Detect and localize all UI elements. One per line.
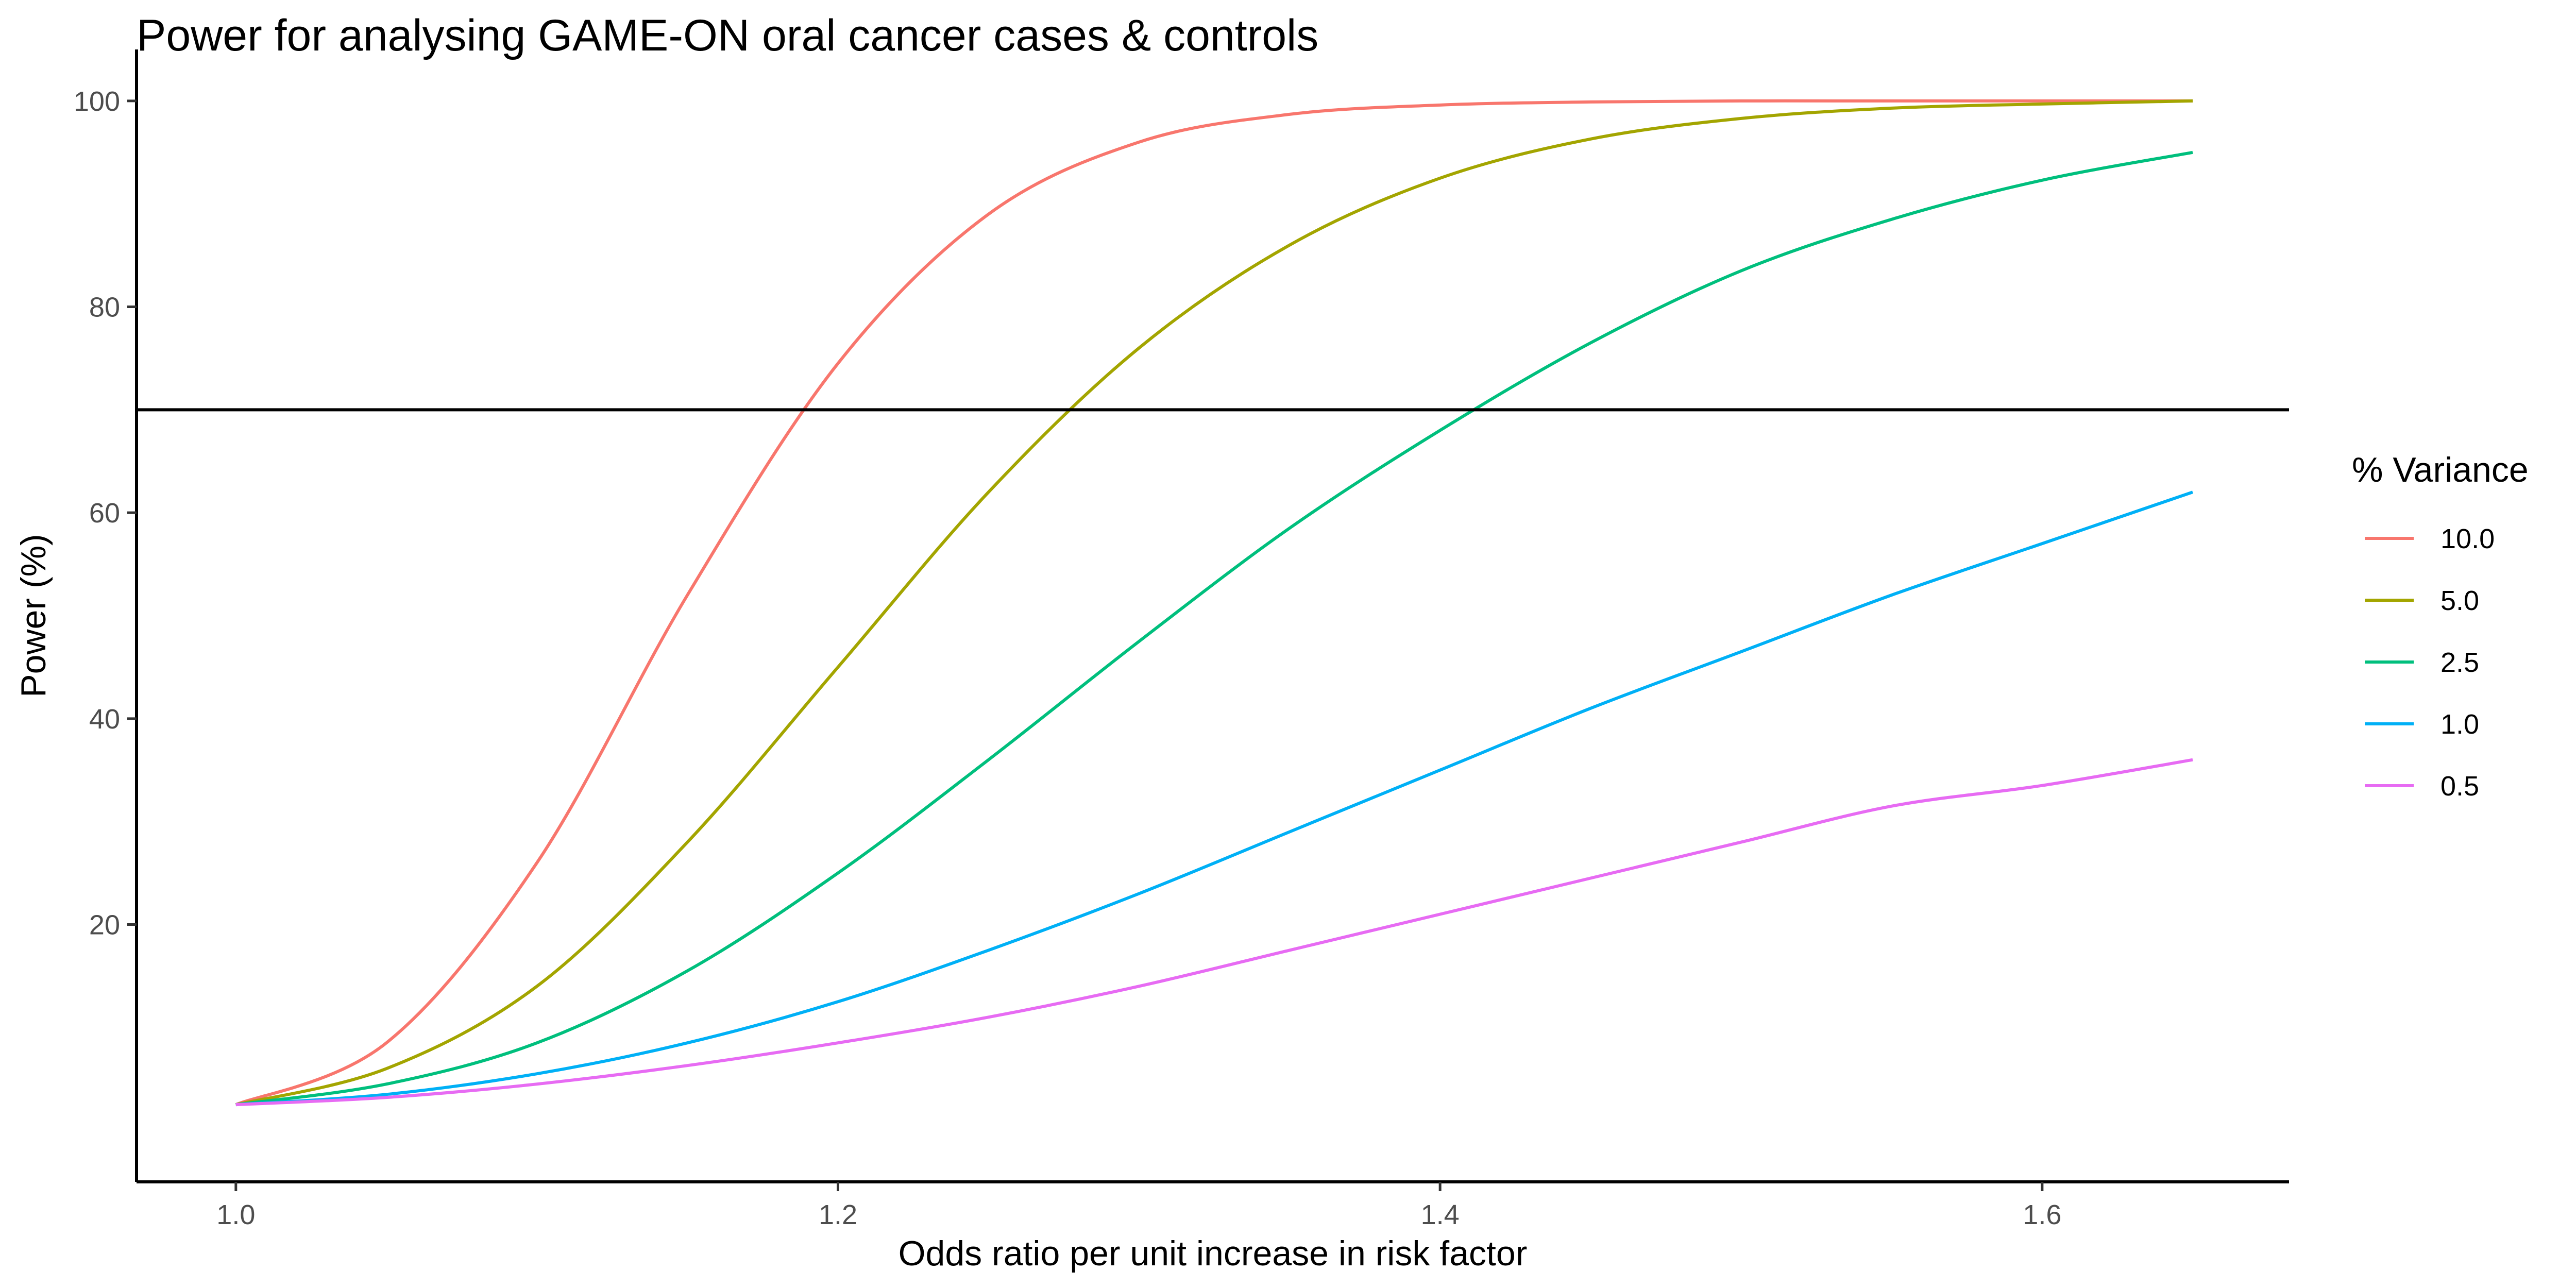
x-tick-label: 1.2 xyxy=(819,1199,857,1230)
y-tick-label: 20 xyxy=(89,909,120,940)
series-layer xyxy=(235,99,2193,1107)
legend-items: 10.0 5.0 2.5 1.0 0.5 xyxy=(2365,523,2495,802)
y-tick-label: 60 xyxy=(89,498,120,529)
series-line-10-0 xyxy=(235,99,2193,1106)
legend-label: 2.5 xyxy=(2441,647,2479,678)
series-line-1-0 xyxy=(235,490,2193,1107)
legend: % Variance 10.0 5.0 2.5 1.0 0.5 xyxy=(2352,450,2529,802)
chart-title: Power for analysing GAME-ON oral cancer … xyxy=(137,11,1318,60)
y-tick-label: 80 xyxy=(89,292,120,323)
x-tick-label: 1.0 xyxy=(216,1199,255,1230)
legend-label: 1.0 xyxy=(2441,709,2479,740)
legend-title: % Variance xyxy=(2352,450,2529,489)
legend-label: 5.0 xyxy=(2441,585,2479,616)
x-axis-label: Odds ratio per unit increase in risk fac… xyxy=(899,1234,1528,1273)
series-line-0-5 xyxy=(235,758,2193,1107)
x-tick-label: 1.6 xyxy=(2023,1199,2061,1230)
series-line-5-0 xyxy=(235,99,2193,1107)
series-line-2-5 xyxy=(235,150,2193,1107)
y-ticks: 20 40 60 80 100 xyxy=(74,86,137,940)
y-tick-label: 40 xyxy=(89,704,120,735)
y-tick-label: 100 xyxy=(74,86,120,117)
legend-label: 0.5 xyxy=(2441,771,2479,802)
x-tick-label: 1.4 xyxy=(1421,1199,1460,1230)
x-ticks: 1.0 1.2 1.4 1.6 xyxy=(216,1182,2061,1230)
legend-label: 10.0 xyxy=(2441,523,2495,554)
y-axis-label: Power (%) xyxy=(14,534,53,697)
